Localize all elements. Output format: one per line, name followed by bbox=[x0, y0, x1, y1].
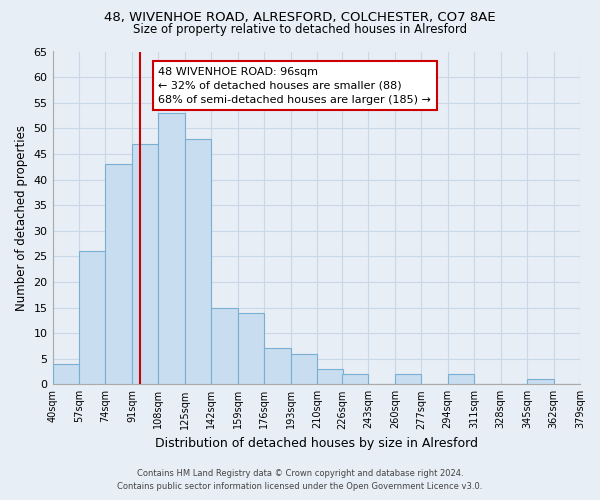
Text: Contains HM Land Registry data © Crown copyright and database right 2024.
Contai: Contains HM Land Registry data © Crown c… bbox=[118, 470, 482, 491]
Bar bbox=[264, 348, 290, 384]
Bar bbox=[342, 374, 368, 384]
X-axis label: Distribution of detached houses by size in Alresford: Distribution of detached houses by size … bbox=[155, 437, 478, 450]
Text: 48 WIVENHOE ROAD: 96sqm
← 32% of detached houses are smaller (88)
68% of semi-de: 48 WIVENHOE ROAD: 96sqm ← 32% of detache… bbox=[158, 67, 431, 105]
Bar bbox=[238, 312, 264, 384]
Bar bbox=[79, 251, 106, 384]
Text: Size of property relative to detached houses in Alresford: Size of property relative to detached ho… bbox=[133, 22, 467, 36]
Bar bbox=[53, 364, 79, 384]
Text: 48, WIVENHOE ROAD, ALRESFORD, COLCHESTER, CO7 8AE: 48, WIVENHOE ROAD, ALRESFORD, COLCHESTER… bbox=[104, 11, 496, 24]
Bar bbox=[448, 374, 474, 384]
Bar bbox=[185, 138, 211, 384]
Bar bbox=[317, 369, 343, 384]
Bar bbox=[395, 374, 421, 384]
Bar bbox=[580, 379, 600, 384]
Bar bbox=[106, 164, 132, 384]
Bar bbox=[290, 354, 317, 384]
Bar bbox=[158, 113, 185, 384]
Bar bbox=[211, 308, 238, 384]
Bar bbox=[132, 144, 158, 384]
Bar bbox=[527, 379, 554, 384]
Y-axis label: Number of detached properties: Number of detached properties bbox=[15, 125, 28, 311]
